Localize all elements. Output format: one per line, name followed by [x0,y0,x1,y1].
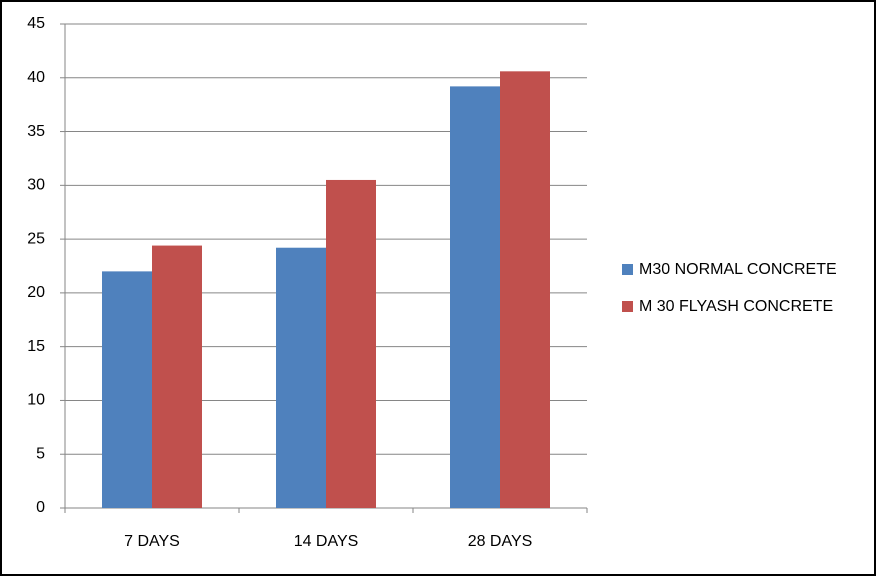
y-tick-label: 5 [36,445,45,462]
bar [500,71,550,508]
y-tick-label: 45 [27,15,45,32]
y-tick-label: 20 [27,284,45,301]
y-tick-label: 10 [27,392,45,409]
x-tick-label: 14 DAYS [294,533,359,550]
y-tick-label: 0 [36,499,45,516]
bar [276,247,326,508]
x-tick-label: 7 DAYS [124,533,180,550]
y-tick-label: 35 [27,123,45,140]
bar [152,245,202,508]
bar [450,86,500,508]
legend-label: M30 NORMAL CONCRETE [639,261,837,278]
y-tick-label: 30 [27,177,45,194]
legend-label: M 30 FLYASH CONCRETE [639,298,833,315]
bar [326,179,376,508]
y-tick-label: 25 [27,230,45,247]
legend-swatch [622,264,633,275]
bar [102,271,152,508]
x-tick-label: 28 DAYS [468,533,533,550]
y-tick-label: 40 [27,69,45,86]
legend-swatch [622,301,633,312]
y-tick-label: 15 [27,338,45,355]
